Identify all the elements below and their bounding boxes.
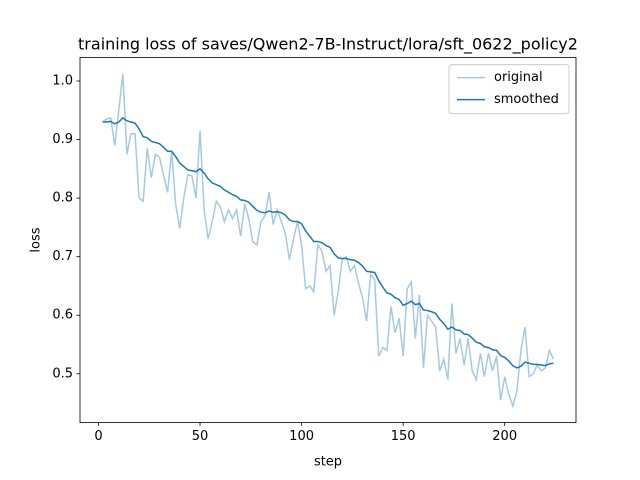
y-tick-label: 0.5 [52,366,73,381]
series-line [102,116,554,369]
x-tick-label: 50 [192,429,209,444]
y-axis-label: loss [29,227,44,252]
y-tick-label: 0.8 [52,191,73,206]
axes-frame [79,57,577,423]
y-tick-label: 0.9 [52,132,73,147]
y-tick-label: 0.7 [52,249,73,264]
x-tick-label: 150 [391,429,416,444]
x-tick-label: 0 [94,429,102,444]
legend-label: smoothed [494,92,559,107]
x-axis-label: step [314,455,342,470]
x-tick-label: 100 [289,429,314,444]
y-tick-label: 0.6 [52,308,73,323]
chart-title: training loss of saves/Qwen2-7B-Instruct… [78,35,578,55]
x-tick-label: 200 [492,429,517,444]
series-line [102,73,555,409]
y-tick-label: 1.0 [52,74,73,89]
legend-label: original [494,70,543,85]
